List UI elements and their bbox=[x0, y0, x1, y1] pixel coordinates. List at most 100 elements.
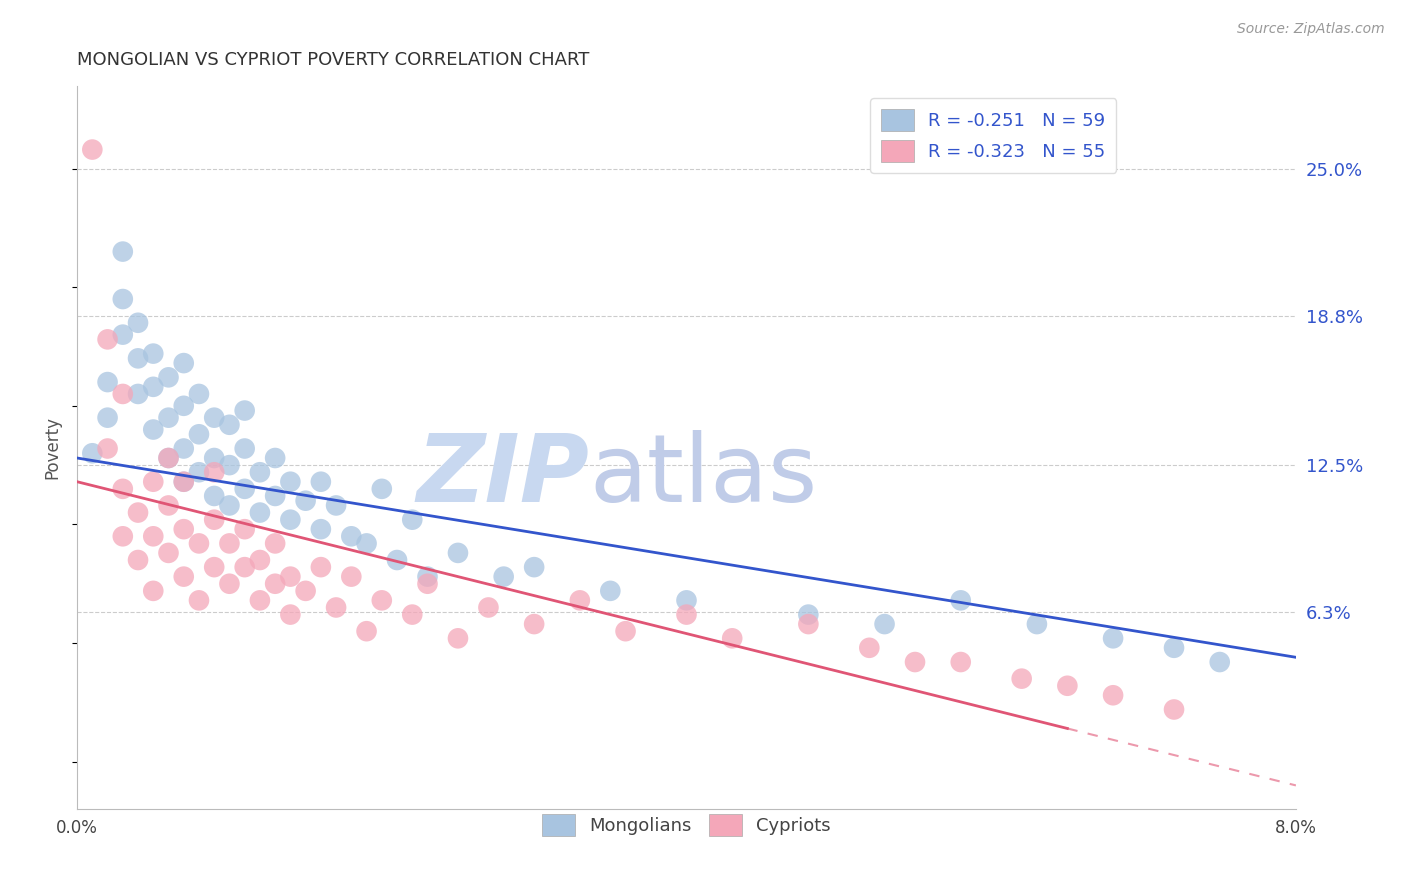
Point bbox=[1025, 617, 1047, 632]
Point bbox=[82, 143, 104, 157]
Point bbox=[127, 506, 149, 520]
Point bbox=[416, 576, 439, 591]
Point bbox=[797, 607, 820, 622]
Point bbox=[1163, 640, 1185, 655]
Point bbox=[111, 244, 134, 259]
Point bbox=[82, 446, 104, 460]
Point bbox=[264, 536, 287, 550]
Legend: Mongolians, Cypriots: Mongolians, Cypriots bbox=[534, 807, 838, 844]
Point bbox=[614, 624, 637, 639]
Point bbox=[949, 593, 972, 607]
Point bbox=[599, 583, 621, 598]
Point bbox=[1056, 679, 1078, 693]
Point bbox=[157, 450, 180, 465]
Point bbox=[188, 427, 211, 442]
Point bbox=[142, 583, 165, 598]
Text: MONGOLIAN VS CYPRIOT POVERTY CORRELATION CHART: MONGOLIAN VS CYPRIOT POVERTY CORRELATION… bbox=[77, 51, 589, 69]
Point bbox=[188, 387, 211, 401]
Point bbox=[264, 489, 287, 503]
Point bbox=[523, 560, 546, 574]
Point bbox=[142, 423, 165, 437]
Point bbox=[97, 375, 120, 389]
Point bbox=[280, 475, 302, 489]
Text: ZIP: ZIP bbox=[416, 430, 589, 523]
Point bbox=[173, 442, 195, 456]
Point bbox=[280, 513, 302, 527]
Point bbox=[202, 450, 225, 465]
Point bbox=[157, 499, 180, 513]
Point bbox=[568, 593, 591, 607]
Point bbox=[111, 387, 134, 401]
Text: atlas: atlas bbox=[589, 430, 817, 523]
Point bbox=[202, 513, 225, 527]
Point bbox=[173, 399, 195, 413]
Point bbox=[188, 465, 211, 479]
Point bbox=[325, 600, 347, 615]
Point bbox=[309, 475, 332, 489]
Point bbox=[721, 632, 744, 646]
Point bbox=[111, 292, 134, 306]
Point bbox=[249, 553, 271, 567]
Point bbox=[111, 529, 134, 543]
Point bbox=[127, 316, 149, 330]
Point bbox=[218, 536, 240, 550]
Point bbox=[904, 655, 927, 669]
Point bbox=[447, 632, 470, 646]
Point bbox=[157, 410, 180, 425]
Text: Source: ZipAtlas.com: Source: ZipAtlas.com bbox=[1237, 22, 1385, 37]
Point bbox=[142, 380, 165, 394]
Point bbox=[385, 553, 408, 567]
Point bbox=[249, 593, 271, 607]
Point bbox=[280, 607, 302, 622]
Point bbox=[202, 465, 225, 479]
Point bbox=[157, 546, 180, 560]
Point bbox=[356, 536, 378, 550]
Point bbox=[309, 560, 332, 574]
Point bbox=[675, 593, 697, 607]
Point bbox=[280, 569, 302, 583]
Point bbox=[142, 475, 165, 489]
Point bbox=[173, 475, 195, 489]
Point bbox=[157, 450, 180, 465]
Point bbox=[218, 499, 240, 513]
Point bbox=[401, 513, 423, 527]
Point bbox=[188, 593, 211, 607]
Point bbox=[1102, 632, 1125, 646]
Point bbox=[233, 522, 256, 536]
Point bbox=[416, 569, 439, 583]
Point bbox=[142, 529, 165, 543]
Point bbox=[447, 546, 470, 560]
Point bbox=[202, 410, 225, 425]
Point bbox=[202, 560, 225, 574]
Point bbox=[371, 482, 394, 496]
Point bbox=[1163, 702, 1185, 716]
Point bbox=[340, 569, 363, 583]
Point bbox=[127, 553, 149, 567]
Point bbox=[371, 593, 394, 607]
Point bbox=[97, 410, 120, 425]
Point bbox=[492, 569, 515, 583]
Point bbox=[264, 576, 287, 591]
Point bbox=[1011, 672, 1033, 686]
Point bbox=[97, 332, 120, 346]
Point bbox=[294, 583, 316, 598]
Point bbox=[294, 493, 316, 508]
Point bbox=[173, 569, 195, 583]
Y-axis label: Poverty: Poverty bbox=[44, 416, 60, 479]
Point bbox=[1209, 655, 1232, 669]
Point bbox=[249, 506, 271, 520]
Point bbox=[127, 351, 149, 366]
Point bbox=[202, 489, 225, 503]
Point bbox=[401, 607, 423, 622]
Point bbox=[325, 499, 347, 513]
Point bbox=[218, 576, 240, 591]
Point bbox=[111, 327, 134, 342]
Point bbox=[858, 640, 880, 655]
Point bbox=[249, 465, 271, 479]
Point bbox=[218, 458, 240, 472]
Point bbox=[218, 417, 240, 432]
Point bbox=[233, 560, 256, 574]
Point bbox=[157, 370, 180, 384]
Point bbox=[233, 403, 256, 417]
Point bbox=[523, 617, 546, 632]
